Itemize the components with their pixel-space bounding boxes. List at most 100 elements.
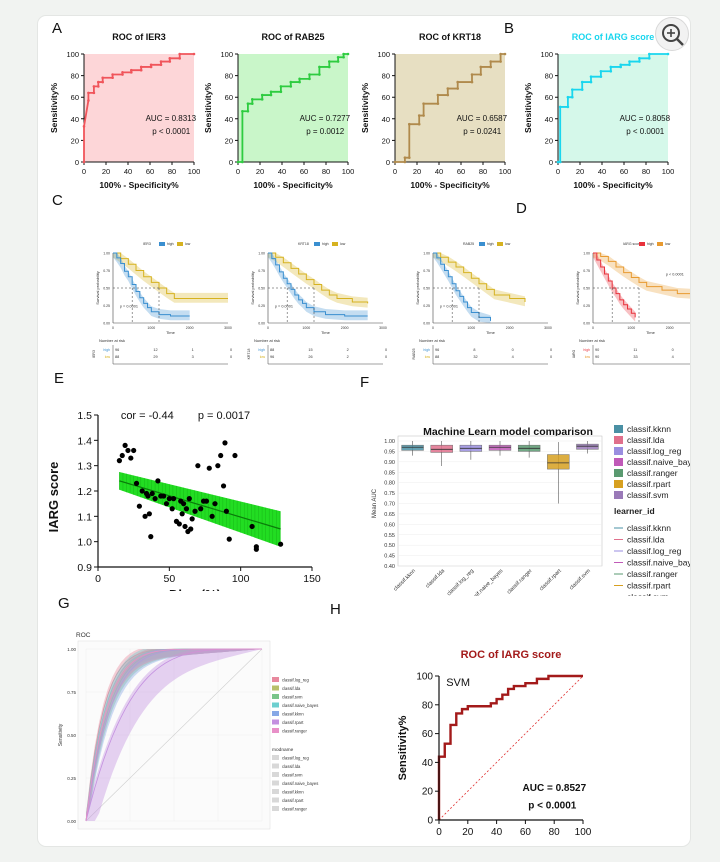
- risk-low-label: low: [260, 355, 266, 359]
- roc-point: [97, 80, 100, 84]
- roc-point: [408, 122, 411, 126]
- legend-line-label: classif.log_reg: [627, 546, 682, 556]
- y-tick-label: 0.25: [67, 776, 76, 781]
- legend-swatch: [272, 719, 279, 725]
- data-point: [116, 458, 122, 464]
- y-tick-label: 1.2: [77, 486, 92, 498]
- km-y-label: Survival probability: [250, 271, 255, 305]
- risk-strata-name: KRT18: [247, 349, 251, 360]
- y-tick-label: 20: [422, 787, 434, 798]
- data-point: [145, 493, 151, 499]
- roc-point: [417, 114, 421, 117]
- data-point: [131, 447, 137, 454]
- figure-panel: A B C D E F G H ROC of IER3 0 0 20 20 40 40 60 6…: [38, 16, 690, 846]
- roc-point: [130, 71, 133, 74]
- legend-swatch: [272, 711, 279, 716]
- roc-point: [342, 55, 345, 59]
- risk-low-count: 2: [347, 355, 349, 359]
- multi-roc-chart: ROC0.000.000.250.250.500.500.750.751.001…: [58, 632, 318, 830]
- zoom-in-button[interactable]: [655, 17, 689, 51]
- roc-point: [289, 85, 293, 88]
- data-point: [189, 516, 195, 522]
- roc-band-5: [86, 649, 262, 821]
- roc-point: [168, 60, 172, 63]
- x-tick-label: classif.svm: [569, 568, 593, 592]
- roc-point: [241, 109, 244, 113]
- legend2-swatch: [272, 763, 279, 769]
- risk-low-count: 0: [550, 355, 552, 359]
- x-tick-label: 0: [95, 573, 101, 585]
- y-tick-label: 60: [382, 93, 390, 102]
- km-y-tick: 0.25: [583, 304, 590, 308]
- legend-label: classif.log_reg: [282, 678, 309, 683]
- roc-fill-area: [84, 54, 194, 162]
- y-tick-label: 0.60: [384, 522, 395, 528]
- auc-label: AUC = 0.6587: [457, 114, 508, 123]
- box-classif.rpart: [547, 454, 570, 470]
- roc-point: [308, 73, 311, 76]
- data-point: [192, 508, 198, 514]
- y-tick-label: 0.85: [384, 470, 395, 476]
- y-tick-label: 20: [71, 136, 79, 145]
- km-x-tick: 3000: [224, 326, 232, 330]
- legend2-label: classif.lda: [282, 764, 301, 769]
- data-point: [226, 536, 232, 542]
- y-tick-label: 0.90: [384, 460, 395, 466]
- data-point: [209, 513, 215, 519]
- legend-line-label: classif.rpart: [627, 581, 671, 591]
- auc-label: AUC = 0.8527: [523, 783, 587, 794]
- roc-point: [479, 65, 483, 69]
- legend2-swatch: [272, 772, 279, 777]
- km-y-tick: 0.75: [103, 269, 110, 273]
- risk-table-title: Number at risk: [99, 338, 125, 343]
- km-y-tick: 0.25: [423, 304, 430, 308]
- legend2-label: classif.ranger: [282, 807, 308, 812]
- y-tick-label: 20: [382, 136, 390, 145]
- roc-point: [446, 93, 450, 97]
- roc-point: [470, 80, 474, 84]
- x-tick-label: 0: [236, 167, 240, 176]
- roc-point: [479, 73, 483, 76]
- risk-low-label: low: [585, 355, 591, 359]
- roc-point: [251, 98, 254, 101]
- data-point: [161, 493, 167, 499]
- roc-point: [393, 160, 397, 164]
- data-point: [142, 513, 148, 519]
- y-tick-label: 0: [229, 158, 233, 167]
- legend2-label: classif.naive_bayes: [282, 781, 318, 786]
- roc-point: [580, 80, 584, 84]
- roc-title: ROC of IER3: [112, 32, 166, 42]
- auc-label: AUC = 0.8058: [620, 114, 671, 123]
- box-classif.svm: [576, 443, 599, 450]
- y-tick-label: 80: [545, 72, 553, 81]
- risk-high-count: 96: [115, 348, 119, 352]
- y-tick-label: 0.50: [384, 543, 395, 549]
- data-point: [212, 501, 218, 507]
- legend-label: classif.lda: [282, 686, 301, 691]
- km-legend-title: IARG score: [623, 242, 641, 246]
- km-y-tick: 1.00: [583, 252, 590, 256]
- roc-point: [336, 55, 340, 59]
- roc-point: [436, 93, 440, 97]
- y-tick-label: 0: [549, 158, 553, 167]
- roc-point: [580, 88, 584, 91]
- roc-point: [269, 90, 273, 94]
- legend-line-label: classif.ranger: [627, 569, 678, 579]
- risk-low-count: 88: [115, 355, 119, 359]
- roc-point: [87, 99, 90, 102]
- roc-point: [628, 63, 631, 67]
- x-tick-label: 100: [342, 167, 355, 176]
- y-tick-label: 40: [545, 115, 553, 124]
- legend-fill-swatch: [614, 436, 623, 444]
- roc-fill-area: [238, 54, 348, 162]
- km-low-curve: [593, 252, 690, 295]
- roc-point: [446, 87, 450, 90]
- risk-high-count: 0: [672, 348, 674, 352]
- risk-low-count: 90: [595, 355, 599, 359]
- km-legend-low: low: [185, 242, 191, 246]
- panel-label-e: E: [54, 370, 65, 387]
- x-tick-label: classif.ranger: [506, 568, 533, 595]
- km-y-label: Survival probability: [575, 271, 580, 305]
- roc-title: ROC of IARG score: [572, 32, 655, 42]
- diagonal-reference: [85, 648, 263, 822]
